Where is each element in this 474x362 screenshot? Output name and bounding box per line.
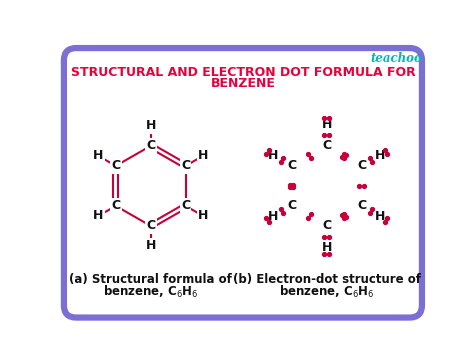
Text: H: H — [375, 148, 385, 161]
Text: C: C — [181, 159, 190, 172]
Text: C: C — [322, 219, 331, 232]
Text: C: C — [357, 199, 366, 212]
Text: benzene, C$_6$H$_6$: benzene, C$_6$H$_6$ — [279, 284, 374, 300]
Text: C: C — [111, 199, 120, 212]
Text: C: C — [146, 219, 155, 232]
Text: H: H — [321, 241, 332, 254]
Text: H: H — [146, 239, 156, 252]
Text: H: H — [268, 148, 278, 161]
Text: C: C — [146, 139, 155, 152]
Text: H: H — [93, 150, 103, 163]
Text: BENZENE: BENZENE — [210, 77, 275, 90]
Text: H: H — [268, 210, 278, 223]
Text: H: H — [198, 210, 208, 222]
Text: C: C — [287, 199, 296, 212]
Text: H: H — [375, 210, 385, 223]
Text: H: H — [93, 210, 103, 222]
Text: C: C — [322, 139, 331, 152]
Text: H: H — [321, 118, 332, 131]
Text: benzene, C$_6$H$_6$: benzene, C$_6$H$_6$ — [103, 284, 199, 300]
Text: STRUCTURAL AND ELECTRON DOT FORMULA FOR: STRUCTURAL AND ELECTRON DOT FORMULA FOR — [71, 66, 415, 79]
Text: C: C — [357, 159, 366, 172]
Text: C: C — [287, 159, 296, 172]
FancyBboxPatch shape — [64, 48, 422, 317]
Text: C: C — [181, 199, 190, 212]
Text: (a) Structural formula of: (a) Structural formula of — [69, 273, 232, 286]
Text: H: H — [146, 119, 156, 132]
Text: teachoo: teachoo — [371, 52, 422, 65]
Text: (b) Electron-dot structure of: (b) Electron-dot structure of — [233, 273, 420, 286]
Text: C: C — [111, 159, 120, 172]
Text: H: H — [198, 150, 208, 163]
